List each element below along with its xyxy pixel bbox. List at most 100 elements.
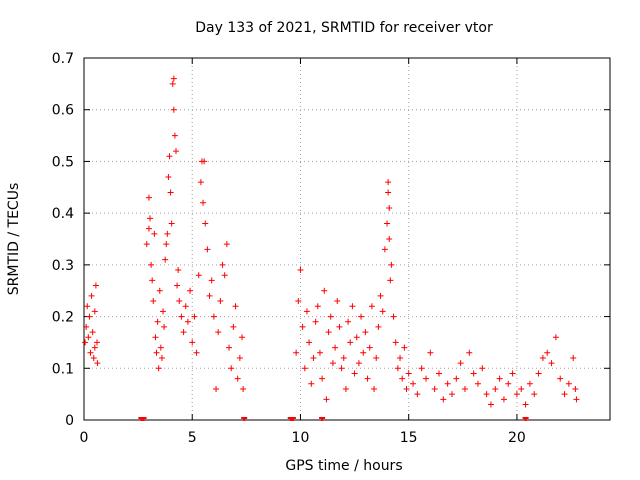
data-point [174,282,181,289]
y-tick-label: 0.4 [52,206,74,222]
x-tick-label: 15 [400,430,418,446]
data-point [371,385,378,392]
data-point [165,173,172,180]
data-point [182,303,189,310]
data-point [384,220,391,227]
data-point [153,349,160,356]
data-point [91,344,98,351]
data-point [93,339,100,346]
data-point [526,380,533,387]
data-point [345,318,352,325]
data-point [295,298,302,305]
data-point [362,329,369,336]
data-point [164,230,171,237]
data-point [293,349,300,356]
data-point [221,272,228,279]
data-point [187,287,194,294]
data-point [334,298,341,305]
data-points [82,75,580,408]
data-point [94,360,101,367]
data-point [509,370,516,377]
data-point [349,303,356,310]
data-point [312,318,319,325]
data-point [150,298,157,305]
data-point [88,292,95,299]
data-point [193,349,200,356]
data-point [163,241,170,248]
data-point [385,179,392,186]
baseline-marker [241,417,248,421]
data-point [327,313,334,320]
data-point [366,344,373,351]
y-tick-label: 0.3 [52,258,74,274]
data-point [360,349,367,356]
data-point [427,349,434,356]
data-point [496,375,503,382]
data-point [325,329,332,336]
data-point [392,339,399,346]
data-point [399,375,406,382]
data-point [518,385,525,392]
x-tick-labels: 0 5 10 15 20 [80,430,526,446]
data-point [204,246,211,253]
data-point [149,277,156,284]
data-point [565,380,572,387]
baseline-marker [319,417,326,421]
data-point [145,194,152,201]
data-point [85,334,92,341]
data-point [230,323,237,330]
y-tick-label: 0.5 [52,154,74,170]
plot-frame [83,57,611,421]
data-point [457,360,464,367]
data-point [143,241,150,248]
data-point [310,354,317,361]
x-tick-label: 20 [508,430,526,446]
data-point [191,313,198,320]
data-point [388,261,395,268]
y-tick-label: 0.7 [52,51,74,67]
data-point [92,282,99,289]
data-point [535,370,542,377]
data-point [172,148,179,155]
data-point [548,360,555,367]
data-point [435,370,442,377]
data-point [208,277,215,284]
data-point [544,349,551,356]
data-point [152,334,159,341]
data-point [332,344,339,351]
data-point [306,339,313,346]
data-point [531,391,538,398]
data-point [91,308,98,315]
data-point [175,267,182,274]
data-point [492,385,499,392]
data-point [234,375,241,382]
data-point [410,380,417,387]
data-point [342,385,349,392]
data-point [171,132,178,139]
chart-title: Day 133 of 2021, SRMTID for receiver vto… [195,20,493,36]
data-point [375,323,382,330]
data-point [236,354,243,361]
data-point [355,360,362,367]
data-point [213,385,220,392]
data-point [189,339,196,346]
data-point [487,401,494,408]
data-point [552,334,559,341]
data-point [170,106,177,113]
y-tick-label: 0 [65,413,74,429]
data-point [379,308,386,315]
data-point [180,329,187,336]
data-point [390,313,397,320]
data-point [167,189,174,196]
data-point [483,391,490,398]
data-point [319,375,326,382]
data-point [479,365,486,372]
data-point [197,179,204,186]
data-point [215,329,222,336]
data-point [401,344,408,351]
x-axis-label: GPS time / hours [285,458,402,474]
data-point [570,354,577,361]
data-point [82,339,89,346]
data-point [210,313,217,320]
baseline-marker [289,417,296,421]
